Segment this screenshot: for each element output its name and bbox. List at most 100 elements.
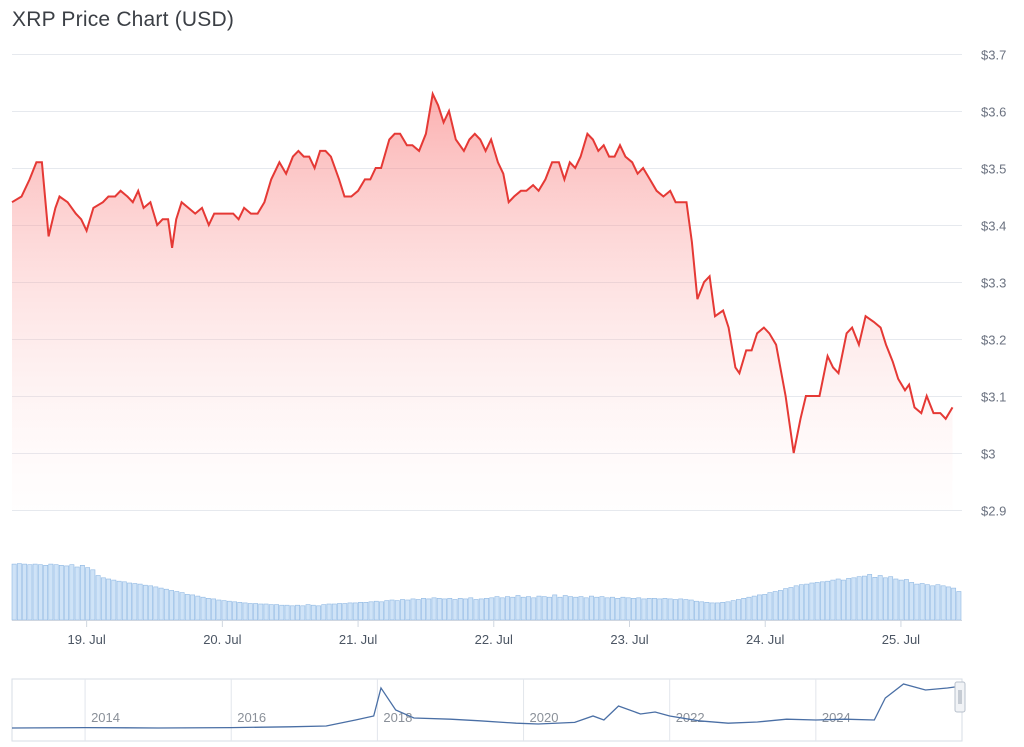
- volume-bar: [205, 597, 211, 621]
- navigator-year-label: 2024: [822, 710, 851, 725]
- navigator[interactable]: 2014 2016 2018 2020 2022 2024: [11, 678, 966, 742]
- volume-bar: [888, 576, 894, 621]
- volume-bar: [121, 581, 127, 621]
- volume-bar: [384, 600, 390, 621]
- volume-bar: [646, 597, 652, 621]
- volume-bar: [956, 591, 962, 621]
- volume-bar: [64, 565, 70, 621]
- volume-bar: [279, 604, 285, 621]
- volume-bar: [426, 598, 432, 621]
- navigator-series: [11, 683, 963, 729]
- volume-bar: [258, 603, 264, 621]
- volume-bar: [295, 604, 300, 621]
- volume-bar: [872, 576, 878, 621]
- volume-bar: [457, 597, 463, 621]
- volume-bar: [237, 601, 243, 621]
- volume-bar: [494, 596, 500, 621]
- volume-bar: [919, 583, 925, 621]
- volume-bars: [11, 563, 962, 621]
- navigator-grid: [84, 679, 817, 741]
- volume-bar: [730, 600, 736, 621]
- volume-bar: [867, 574, 873, 621]
- volume-bar: [809, 582, 815, 621]
- y-tick-label: $3: [981, 447, 995, 462]
- volume-bar: [903, 579, 909, 621]
- volume-bar: [935, 584, 941, 621]
- volume-bar: [825, 580, 831, 621]
- volume-bar: [499, 597, 505, 621]
- volume-bar: [636, 597, 642, 621]
- volume-bar: [442, 598, 447, 621]
- volume-bar: [599, 596, 605, 621]
- volume-bar: [484, 597, 489, 621]
- navigator-year-label: 2018: [383, 710, 412, 725]
- volume-bar: [48, 563, 54, 621]
- volume-bar: [515, 595, 521, 621]
- volume-bar: [169, 590, 175, 621]
- volume-bar: [568, 596, 573, 621]
- volume-bar: [631, 597, 636, 621]
- volume-bar: [652, 597, 657, 621]
- price-line[interactable]: [11, 90, 954, 454]
- volume-bar: [53, 564, 59, 621]
- volume-bar: [798, 584, 804, 621]
- volume-bar: [289, 605, 295, 621]
- volume-bar: [536, 595, 542, 621]
- volume-bar: [573, 596, 579, 621]
- volume-bar: [526, 596, 531, 621]
- volume-bar: [720, 601, 726, 621]
- volume-bar: [673, 599, 678, 621]
- volume-bar: [531, 597, 537, 621]
- volume-bar: [153, 586, 159, 621]
- volume-bar: [814, 582, 820, 621]
- volume-bar: [505, 596, 510, 621]
- volume-bar: [683, 599, 689, 621]
- volume-bar: [232, 601, 237, 621]
- volume-bar: [142, 584, 148, 621]
- volume-bar: [363, 601, 369, 621]
- volume-bar: [463, 598, 468, 621]
- volume-bar: [373, 600, 379, 621]
- volume-bar: [746, 596, 752, 621]
- volume-bar: [11, 563, 17, 621]
- volume-bar: [951, 587, 957, 621]
- volume-bar: [473, 599, 479, 621]
- volume-bar: [74, 566, 80, 621]
- volume-bar: [43, 564, 49, 621]
- volume-bar: [163, 588, 169, 621]
- volume-bar: [489, 597, 495, 621]
- volume-bar: [431, 597, 437, 621]
- volume-bar: [95, 575, 101, 621]
- volume-bar: [410, 598, 416, 621]
- y-tick-label: $3.4: [981, 219, 1006, 234]
- volume-bar: [32, 563, 38, 621]
- x-tick-label: 22. Jul: [475, 632, 513, 647]
- volume-bar: [394, 600, 400, 621]
- volume-bar: [148, 585, 154, 621]
- volume-bar: [284, 604, 290, 621]
- volume-bar: [893, 578, 899, 621]
- volume-bar: [777, 590, 783, 621]
- volume-bar: [909, 582, 915, 621]
- navigator-handle[interactable]: [954, 681, 966, 713]
- volume-bar: [116, 580, 122, 621]
- volume-bar: [688, 599, 694, 621]
- x-tick-label: 19. Jul: [67, 632, 105, 647]
- volume-bar: [835, 578, 841, 621]
- volume-bar: [788, 587, 794, 621]
- y-tick-label: $2.9: [981, 504, 1006, 519]
- x-tick-label: 25. Jul: [882, 632, 920, 647]
- y-tick-label: $3.1: [981, 390, 1006, 405]
- chart-title: XRP Price Chart (USD): [12, 8, 235, 31]
- volume-bar: [415, 599, 421, 621]
- volume-bar: [756, 594, 762, 621]
- volume-bar: [819, 581, 825, 621]
- navigator-year-label: 2014: [91, 710, 120, 725]
- volume-bar: [389, 599, 395, 621]
- volume-bar: [641, 598, 647, 621]
- volume-bar: [127, 582, 133, 621]
- volume-bar: [856, 576, 862, 621]
- volume-bar: [741, 597, 747, 621]
- volume-bar: [924, 584, 930, 621]
